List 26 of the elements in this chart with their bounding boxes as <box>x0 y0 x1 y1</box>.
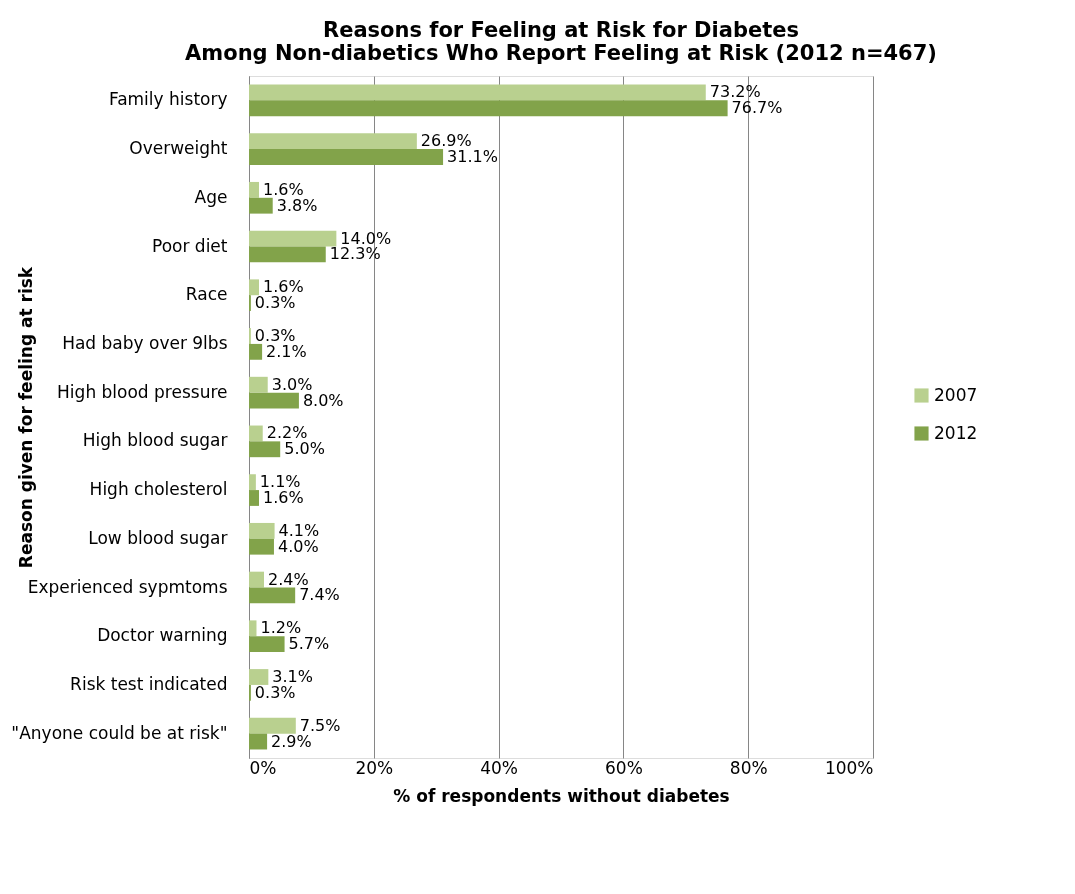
y-tick-label: Low blood sugar <box>88 527 228 548</box>
text: Reasons for Feeling at Risk for Diabetes <box>323 18 799 42</box>
y-tick-label: High blood sugar <box>82 430 228 451</box>
y-tick-label: Doctor warning <box>97 625 228 646</box>
x-tick-label: 40% <box>480 757 518 778</box>
y-tick-label: High cholesterol <box>89 479 228 500</box>
x-tick-label: 20% <box>355 757 394 778</box>
legend-label: 2012 <box>934 422 978 443</box>
x-tick-label: 100% <box>824 757 874 778</box>
y-tick-label: Had baby over 9lbs <box>62 332 228 353</box>
x-axis-title: % of respondents without diabetes <box>393 785 730 806</box>
y-tick-label: Risk test indicated <box>70 673 228 694</box>
y-tick-label: Overweight <box>129 138 228 159</box>
text: Among Non-diabetics Who Report Feeling at Risk (2012 n=467) <box>185 41 937 65</box>
y-tick-label: Poor diet <box>152 235 228 256</box>
y-axis-title: Reason given for feeling at risk <box>15 266 36 569</box>
x-tick-label: 60% <box>605 757 643 778</box>
y-tick-label: Experienced sypmtoms <box>27 576 228 597</box>
y-tick-label: Age <box>194 186 228 207</box>
legend-label: 2007 <box>934 384 978 405</box>
y-tick-label: Race <box>185 284 228 305</box>
x-tick-label: 80% <box>729 757 768 778</box>
y-tick-label: High blood pressure <box>57 381 228 402</box>
x-tick-label: 0% <box>249 757 277 778</box>
y-tick-label: Family history <box>108 89 228 110</box>
y-tick-label: "Anyone could be at risk" <box>11 722 228 743</box>
